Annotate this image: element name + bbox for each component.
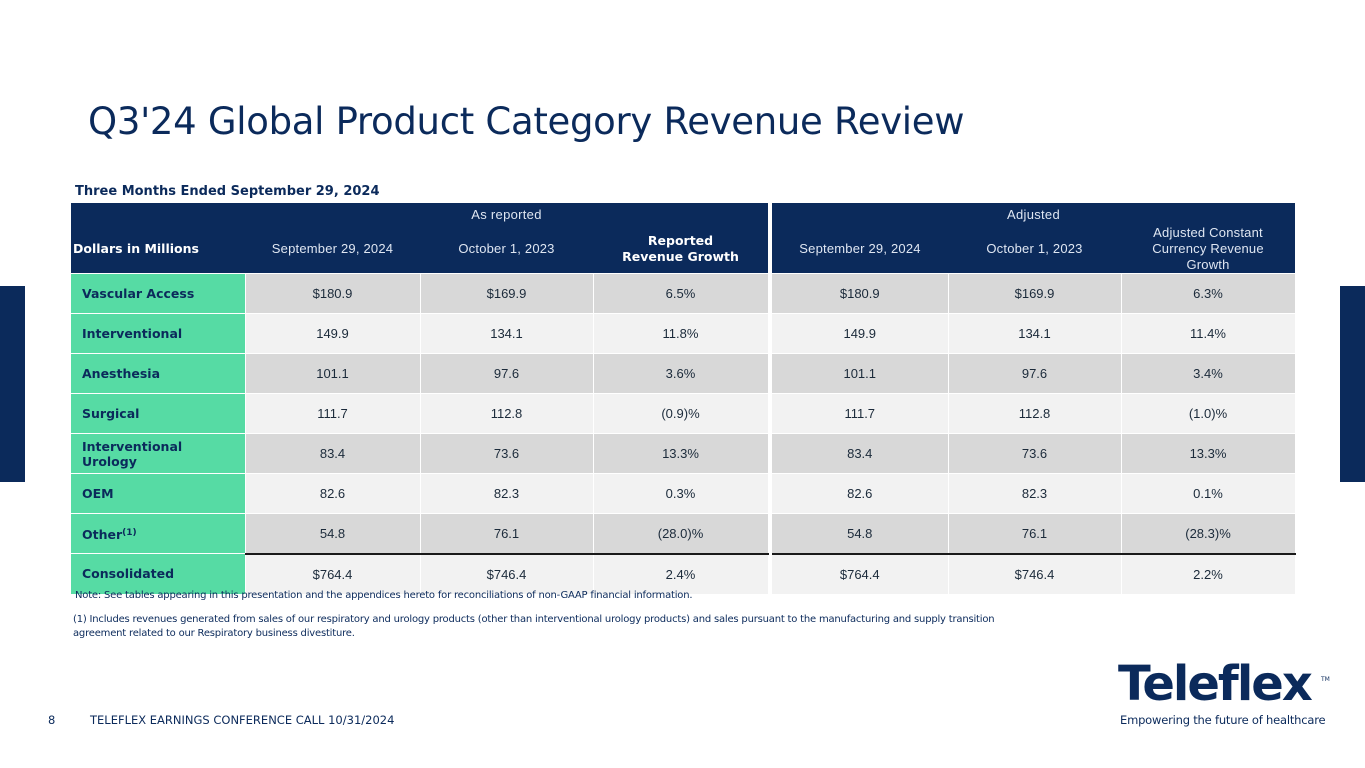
- table-row: OEM 82.6 82.3 0.3% 82.6 82.3 0.1%: [71, 473, 1296, 514]
- cell-adjusted-prior: $169.9: [948, 273, 1122, 314]
- group-header-adjusted: Adjusted: [772, 203, 1295, 225]
- table-row: Interventional Urology 83.4 73.6 13.3% 8…: [71, 433, 1296, 474]
- slide-title: Q3'24 Global Product Category Revenue Re…: [88, 100, 965, 143]
- cell-reported-current: $764.4: [245, 552, 421, 594]
- non-gaap-note: Note: See tables appearing in this prese…: [75, 590, 693, 601]
- cell-adjusted-growth: 0.1%: [1121, 473, 1296, 514]
- cell-reported-prior: 112.8: [420, 393, 594, 434]
- logo-trademark: TM: [1321, 676, 1330, 683]
- cell-adjusted-growth: 6.3%: [1121, 273, 1296, 314]
- cell-adjusted-prior: 76.1: [948, 513, 1122, 554]
- cell-reported-prior: 134.1: [420, 313, 594, 354]
- cell-adjusted-growth: 2.2%: [1121, 552, 1296, 594]
- teleflex-logo: Teleflex TM Empowering the future of hea…: [1118, 660, 1333, 730]
- row-label: Interventional: [71, 313, 246, 354]
- col-header-reported-current: September 29, 2024: [245, 225, 420, 274]
- row-label: Surgical: [71, 393, 246, 434]
- table-subtitle: Three Months Ended September 29, 2024: [75, 184, 380, 199]
- col-header-reported-prior: October 1, 2023: [420, 225, 593, 274]
- cell-adjusted-current: 101.1: [772, 353, 949, 394]
- cell-adjusted-growth: (1.0)%: [1121, 393, 1296, 434]
- cell-reported-current: 101.1: [245, 353, 421, 394]
- cell-reported-prior: 76.1: [420, 513, 594, 554]
- cell-reported-growth: 0.3%: [593, 473, 769, 514]
- page-number: 8: [48, 713, 56, 727]
- table-group-header-row: As reported Adjusted: [71, 203, 1295, 225]
- cell-reported-current: 111.7: [245, 393, 421, 434]
- cell-adjusted-prior: 112.8: [948, 393, 1122, 434]
- cell-adjusted-current: $764.4: [772, 552, 949, 594]
- cell-adjusted-prior: $746.4: [948, 552, 1122, 594]
- cell-adjusted-growth: 3.4%: [1121, 353, 1296, 394]
- cell-adjusted-current: 111.7: [772, 393, 949, 434]
- logo-tagline: Empowering the future of healthcare: [1120, 713, 1326, 727]
- cell-reported-prior: $169.9: [420, 273, 594, 314]
- cell-adjusted-prior: 97.6: [948, 353, 1122, 394]
- footer-text: TELEFLEX EARNINGS CONFERENCE CALL 10/31/…: [90, 713, 395, 727]
- cell-reported-current: 54.8: [245, 513, 421, 554]
- cell-reported-prior: 73.6: [420, 433, 594, 474]
- cell-reported-prior: $746.4: [420, 552, 594, 594]
- row-label: Vascular Access: [71, 273, 246, 314]
- cell-adjusted-prior: 73.6: [948, 433, 1122, 474]
- row-label: Consolidated: [71, 553, 246, 594]
- row-label: OEM: [71, 473, 246, 514]
- group-header-as-reported: As reported: [245, 203, 768, 225]
- revenue-table: As reported Adjusted Dollars in Millions…: [71, 203, 1296, 594]
- cell-adjusted-prior: 82.3: [948, 473, 1122, 514]
- footnote-marker: (1): [122, 527, 137, 538]
- right-accent-bar: [1340, 286, 1365, 482]
- cell-reported-prior: 97.6: [420, 353, 594, 394]
- row-label: Interventional Urology: [71, 433, 246, 474]
- logo-wordmark: Teleflex: [1118, 656, 1313, 712]
- cell-adjusted-current: 82.6: [772, 473, 949, 514]
- group-header-blank: [71, 203, 245, 225]
- cell-reported-current: 83.4: [245, 433, 421, 474]
- row-header-label: Dollars in Millions: [71, 225, 245, 274]
- col-header-reported-growth: Reported Revenue Growth: [593, 225, 768, 274]
- col-header-adjusted-growth: Adjusted Constant Currency Revenue Growt…: [1121, 225, 1295, 274]
- cell-reported-current: $180.9: [245, 273, 421, 314]
- col-header-adjusted-prior: October 1, 2023: [948, 225, 1121, 274]
- cell-adjusted-growth: 13.3%: [1121, 433, 1296, 474]
- table-row: Other(1) 54.8 76.1 (28.0)% 54.8 76.1 (28…: [71, 513, 1296, 554]
- col-header-reported-growth-line2: Revenue Growth: [622, 249, 739, 264]
- cell-reported-growth: 11.8%: [593, 313, 769, 354]
- cell-adjusted-growth: (28.3)%: [1121, 513, 1296, 554]
- cell-adjusted-current: 83.4: [772, 433, 949, 474]
- left-accent-bar: [0, 286, 25, 482]
- col-header-adjusted-current: September 29, 2024: [772, 225, 948, 274]
- row-label: Other(1): [71, 513, 246, 554]
- cell-adjusted-current: 149.9: [772, 313, 949, 354]
- table-row: Anesthesia 101.1 97.6 3.6% 101.1 97.6 3.…: [71, 353, 1296, 394]
- cell-adjusted-prior: 134.1: [948, 313, 1122, 354]
- cell-reported-growth: (28.0)%: [593, 513, 769, 554]
- cell-reported-growth: 6.5%: [593, 273, 769, 314]
- cell-reported-growth: 2.4%: [593, 552, 769, 594]
- table-row: Interventional 149.9 134.1 11.8% 149.9 1…: [71, 313, 1296, 354]
- table-total-row: Consolidated $764.4 $746.4 2.4% $764.4 $…: [71, 552, 1296, 594]
- cell-adjusted-growth: 11.4%: [1121, 313, 1296, 354]
- cell-adjusted-current: $180.9: [772, 273, 949, 314]
- row-label-text: Other: [82, 526, 123, 542]
- cell-reported-growth: (0.9)%: [593, 393, 769, 434]
- cell-reported-current: 149.9: [245, 313, 421, 354]
- row-label: Anesthesia: [71, 353, 246, 394]
- cell-reported-growth: 3.6%: [593, 353, 769, 394]
- col-header-reported-growth-line1: Reported: [647, 233, 714, 248]
- footnote-1: (1) Includes revenues generated from sal…: [73, 614, 995, 639]
- table-column-header-row: Dollars in Millions September 29, 2024 O…: [71, 225, 1295, 274]
- cell-reported-prior: 82.3: [420, 473, 594, 514]
- cell-reported-current: 82.6: [245, 473, 421, 514]
- table-row: Surgical 111.7 112.8 (0.9)% 111.7 112.8 …: [71, 393, 1296, 434]
- cell-reported-growth: 13.3%: [593, 433, 769, 474]
- cell-adjusted-current: 54.8: [772, 513, 949, 554]
- table-row: Vascular Access $180.9 $169.9 6.5% $180.…: [71, 273, 1296, 314]
